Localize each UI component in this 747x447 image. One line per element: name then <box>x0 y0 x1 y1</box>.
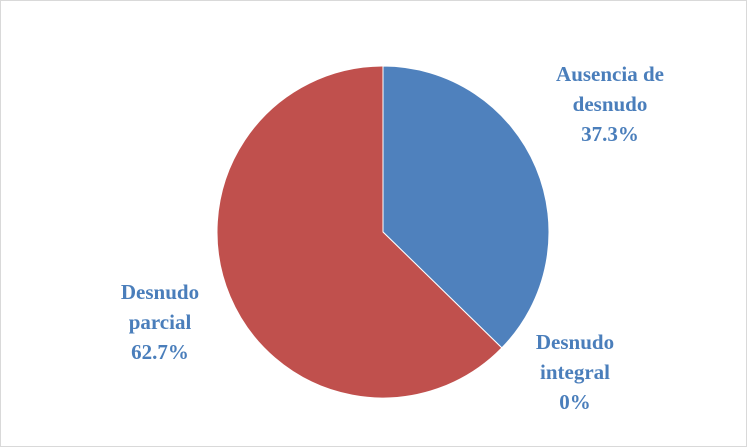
value-label: 37.3% <box>581 122 639 146</box>
value-label: 0% <box>559 390 591 414</box>
category-name: Desnudo parcial <box>120 280 200 334</box>
pie-slice <box>382 65 550 349</box>
data-label: Desnudo integral 0% <box>505 327 645 417</box>
pie-slice <box>216 65 503 399</box>
category-name: Desnudo integral <box>535 330 615 384</box>
data-label: Desnudo parcial 62.7% <box>90 277 230 367</box>
category-name: Ausencia de desnudo <box>556 62 664 116</box>
value-label: 62.7% <box>131 340 189 364</box>
data-label: Ausencia de desnudo 37.3% <box>545 59 675 149</box>
